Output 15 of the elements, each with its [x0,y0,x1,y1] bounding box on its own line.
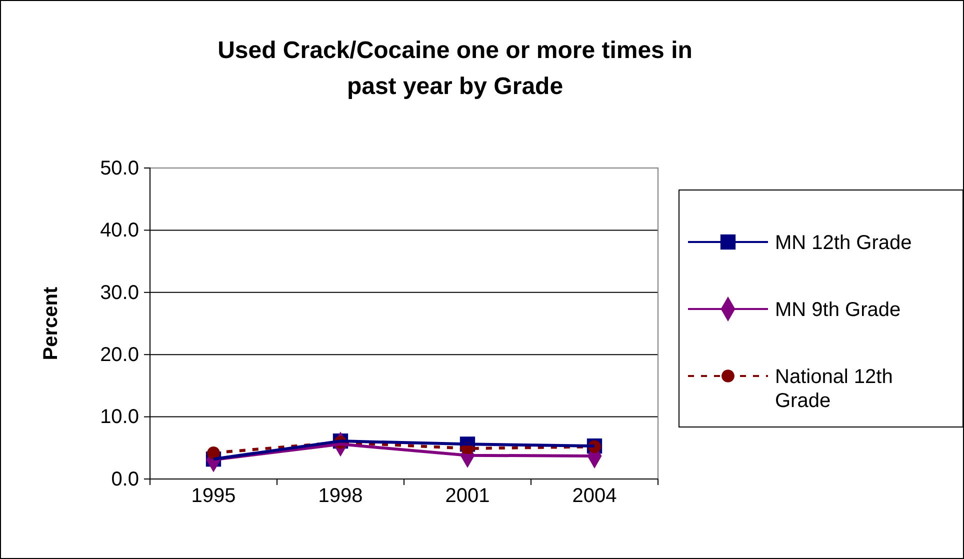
x-tick-label: 1995 [191,485,236,507]
y-tick-label: 40.0 [100,220,139,242]
x-tick-label: 2004 [572,485,617,507]
y-tick-label: 20.0 [100,344,139,366]
legend-label: MN 12th Grade [775,232,912,254]
y-tick-label: 30.0 [100,282,139,304]
chart-title: Used Crack/Cocaine one or more times in past year by Grade [218,37,692,100]
y-tick-label: 0.0 [111,468,139,490]
legend-label: MN 9th Grade [775,299,901,321]
y-tick-label: 10.0 [100,406,139,428]
x-tick-label: 2001 [445,485,490,507]
y-axis-title: Percent [40,286,62,360]
y-tick-label: 50.0 [100,157,139,180]
x-tick-label: 1998 [318,485,363,507]
legend-label: National 12th Grade [775,366,893,412]
